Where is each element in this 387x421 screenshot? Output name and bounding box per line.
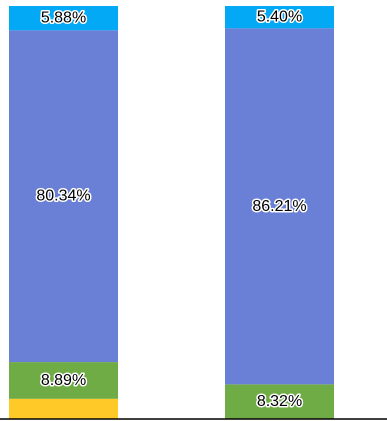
bar-2-segment-2 [225,384,334,419]
data-labels-layer: 8.89% 80.34% 5.88% 8.32% 86.21% 5.40% [35,7,308,411]
bar-1-segment-4 [9,6,118,31]
data-label-bar-1-segment-4: 5.88% [41,10,86,27]
data-label-bar-1-segment-3: 80.34% [36,188,90,205]
bars-layer [9,6,334,419]
bar-1-segment-1 [9,398,118,419]
data-label-bar-2-segment-4: 5.40% [257,9,302,26]
data-label-bar-2-segment-3: 86.21% [252,198,306,215]
bar-1-segment-3 [9,30,118,363]
bar-2-segment-3 [225,28,334,385]
bar-1-segment-2 [9,362,118,399]
data-label-bar-1-segment-2: 8.89% [41,372,86,389]
bar-2-segment-4 [225,6,334,29]
data-label-bar-2-segment-2: 8.32% [257,393,302,410]
